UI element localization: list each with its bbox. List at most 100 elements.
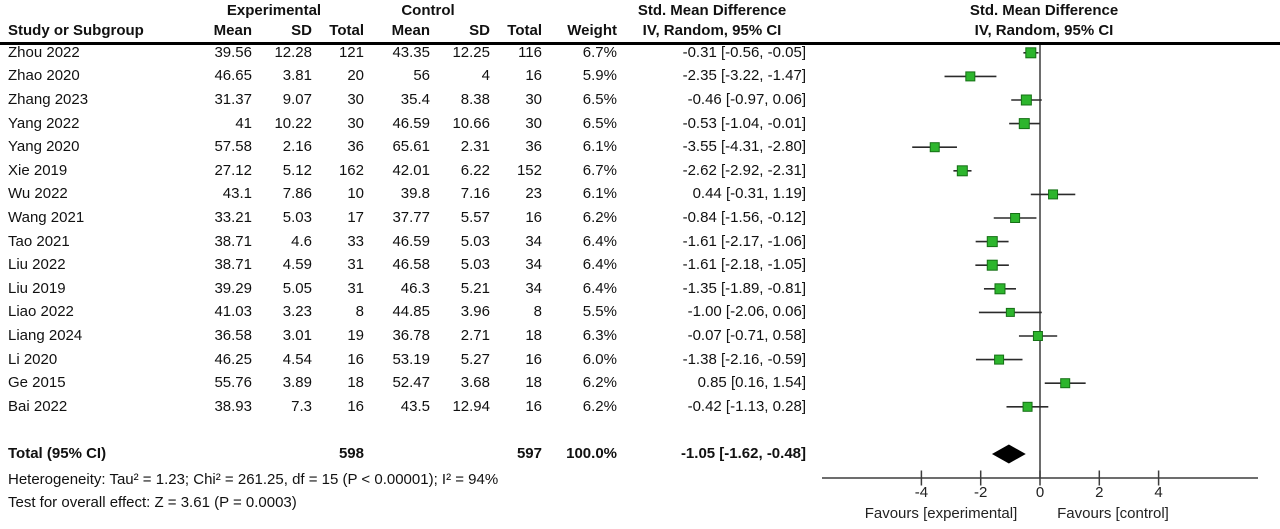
cell-ci: -1.35 [-1.89, -0.81] (682, 279, 806, 297)
table-row: Bai 2022 38.93 7.3 16 43.5 12.94 16 6.2% -0.42 [… (0, 395, 806, 419)
effect-marker (1048, 189, 1059, 200)
cell-weight: 6.4% (582, 279, 617, 297)
cell-ctl-total: 34 (525, 256, 542, 274)
cell-ci: -1.61 [-2.18, -1.05] (682, 256, 806, 274)
cell-weight: 6.3% (582, 326, 617, 344)
cell-ctl-total: 30 (525, 114, 542, 132)
cell-ctl-mean: 43.5 (400, 397, 430, 415)
cell-exp-sd: 10.22 (274, 114, 312, 132)
cell-exp-mean: 43.1 (222, 185, 252, 203)
cell-exp-total: 30 (347, 90, 364, 108)
cell-ctl-mean: 44.85 (392, 303, 430, 321)
column-header-ctl-total: Total (507, 22, 542, 39)
effect-marker (1018, 118, 1030, 130)
summary-diamond (991, 444, 1026, 464)
cell-exp-sd: 3.89 (282, 374, 312, 392)
cell-exp-mean: 41 (235, 114, 252, 132)
cell-ctl-total: 36 (525, 138, 542, 156)
column-group-experimental: Experimental (226, 2, 322, 19)
cell-exp-total: 121 (338, 43, 364, 61)
table-row: Yang 2020 57.58 2.16 36 65.61 2.31 36 6.1% -3.55… (0, 135, 806, 159)
cell-study: Wang 2021 (8, 208, 85, 226)
cell-weight: 6.7% (582, 43, 617, 61)
cell-ctl-mean: 35.4 (400, 90, 430, 108)
cell-study: Yang 2022 (8, 114, 80, 132)
table-row: Zhou 2022 39.56 12.28 121 43.35 12.25 116 6.7% -… (0, 41, 806, 65)
cell-exp-total: 16 (347, 397, 364, 415)
table-row: Liu 2022 38.71 4.59 31 46.58 5.03 34 6.4% -1.61 … (0, 253, 806, 277)
total-ci: -1.05 [-1.62, -0.48] (680, 445, 806, 462)
table-header-row: Study or Subgroup Mean SD Total Mean SD … (0, 21, 806, 41)
cell-exp-sd: 4.59 (282, 256, 312, 274)
cell-study: Bai 2022 (8, 397, 68, 415)
cell-ctl-mean: 43.35 (392, 43, 430, 61)
cell-weight: 6.5% (582, 90, 617, 108)
table-row: Wang 2021 33.21 5.03 17 37.77 5.57 16 6.2% -0.84… (0, 206, 806, 230)
cell-ctl-mean: 46.3 (400, 279, 430, 297)
effect-marker (965, 71, 976, 82)
cell-ci: -0.46 [-0.97, 0.06] (687, 90, 806, 108)
cell-ctl-mean: 65.61 (392, 138, 430, 156)
heterogeneity-stats: Heterogeneity: Tau² = 1.23; Chi² = 261.2… (8, 471, 499, 488)
column-header-exp-sd: SD (291, 22, 312, 39)
cell-ci: -0.31 [-0.56, -0.05] (682, 43, 806, 61)
table-row: Xie 2019 27.12 5.12 162 42.01 6.22 152 6.7% -2.6… (0, 159, 806, 183)
cell-exp-mean: 39.56 (214, 43, 252, 61)
cell-weight: 6.4% (582, 256, 617, 274)
favours-experimental-label: Favours [experimental] (864, 505, 1018, 522)
cell-study: Zhang 2023 (8, 90, 89, 108)
cell-exp-mean: 38.93 (214, 397, 252, 415)
effect-marker (994, 283, 1006, 295)
header-rule (0, 42, 1280, 45)
overall-effect-stats: Test for overall effect: Z = 3.61 (P = 0… (8, 494, 297, 511)
effect-marker (1060, 378, 1071, 389)
cell-ctl-total: 34 (525, 232, 542, 250)
cell-weight: 6.2% (582, 374, 617, 392)
cell-exp-sd: 2.16 (282, 138, 312, 156)
column-header-ctl-mean: Mean (391, 22, 430, 39)
cell-ctl-mean: 56 (413, 67, 430, 85)
cell-ctl-mean: 46.58 (392, 256, 430, 274)
smd-header-text: Std. Mean Difference (637, 2, 787, 19)
effect-marker (1010, 213, 1021, 223)
total-row: Total (95% CI) 598 597 100.0% -1.05 [-1.… (0, 444, 806, 464)
cell-exp-total: 30 (347, 114, 364, 132)
cell-ctl-mean: 39.8 (400, 185, 430, 203)
cell-ctl-sd: 12.94 (452, 397, 490, 415)
cell-ctl-total: 116 (518, 43, 542, 61)
cell-exp-mean: 27.12 (214, 161, 252, 179)
cell-ci: -3.55 [-4.31, -2.80] (682, 138, 806, 156)
column-header-exp-total: Total (329, 22, 364, 39)
cell-study: Wu 2022 (8, 185, 68, 203)
cell-exp-mean: 31.37 (214, 90, 252, 108)
cell-ctl-sd: 7.16 (460, 185, 490, 203)
column-header-ctl-sd: SD (469, 22, 490, 39)
cell-ctl-total: 8 (533, 303, 542, 321)
cell-exp-mean: 36.58 (214, 326, 252, 344)
cell-ctl-total: 18 (525, 326, 542, 344)
cell-exp-sd: 12.28 (274, 43, 312, 61)
table-row: Liao 2022 41.03 3.23 8 44.85 3.96 8 5.5% -1.00 [… (0, 301, 806, 325)
cell-ctl-sd: 12.25 (452, 43, 490, 61)
cell-ci: -1.00 [-2.06, 0.06] (687, 303, 806, 321)
cell-exp-sd: 5.12 (282, 161, 312, 179)
cell-weight: 6.5% (582, 114, 617, 132)
cell-ctl-sd: 2.31 (460, 138, 490, 156)
cell-exp-total: 33 (347, 232, 364, 250)
cell-ctl-mean: 37.77 (392, 208, 430, 226)
cell-ctl-mean: 36.78 (392, 326, 430, 344)
table-row: Tao 2021 38.71 4.6 33 46.59 5.03 34 6.4% -1.61 [… (0, 230, 806, 254)
cell-exp-mean: 46.65 (214, 67, 252, 85)
cell-ci: -2.62 [-2.92, -2.31] (682, 161, 806, 179)
cell-study: Yang 2020 (8, 138, 80, 156)
cell-ctl-mean: 46.59 (392, 232, 430, 250)
cell-ctl-mean: 53.19 (392, 350, 430, 368)
cell-ctl-mean: 52.47 (392, 374, 430, 392)
cell-weight: 6.4% (582, 232, 617, 250)
cell-weight: 6.7% (582, 161, 617, 179)
cell-exp-sd: 4.6 (291, 232, 312, 250)
column-header-study: Study or Subgroup (8, 22, 144, 39)
table-row: Yang 2022 41 10.22 30 46.59 10.66 30 6.5% -0.53 … (0, 112, 806, 136)
